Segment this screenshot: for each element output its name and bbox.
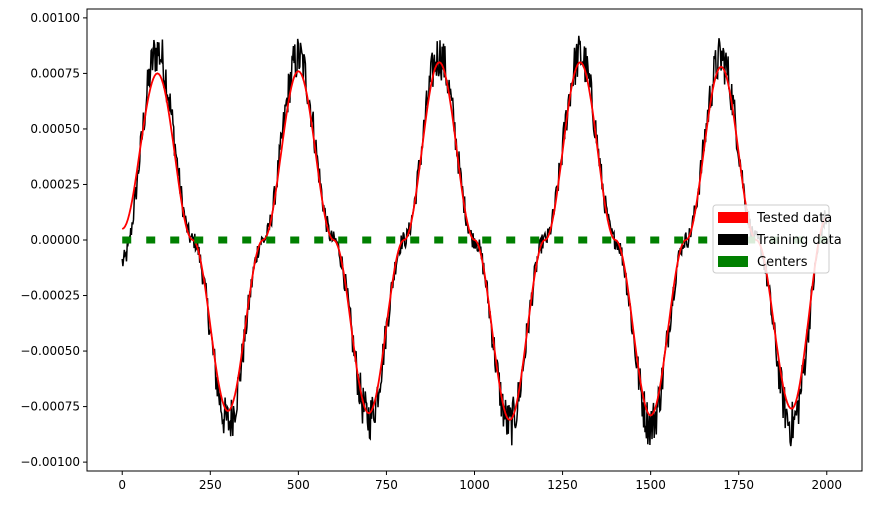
legend-swatch	[718, 256, 748, 267]
x-tick-label: 0	[118, 478, 126, 492]
legend-label: Training data	[756, 233, 842, 248]
y-tick-label: −0.00075	[20, 400, 80, 414]
x-tick-label: 750	[375, 478, 398, 492]
y-tick-label: 0.00025	[30, 177, 80, 191]
y-tick-label: 0.00000	[30, 233, 80, 247]
x-tick-label: 500	[287, 478, 310, 492]
legend: Tested data Training data Centers	[712, 204, 842, 274]
x-tick-label: 2000	[811, 478, 842, 492]
x-tick-label: 250	[199, 478, 222, 492]
y-tick-label: 0.00075	[30, 66, 80, 80]
x-tick-label: 1750	[723, 478, 754, 492]
y-tick-label: 0.00050	[30, 122, 80, 136]
plot-area	[121, 35, 828, 447]
y-tick-label: −0.00100	[20, 455, 80, 469]
legend-swatch	[718, 212, 748, 223]
y-tick-label: −0.00025	[20, 289, 80, 303]
series-tested-data	[121, 61, 828, 421]
legend-label: Centers	[757, 255, 808, 270]
axes: 0 250 500 750 1000 1250 1500 1750 2000 0.00100 0.0…	[20, 8, 863, 492]
y-tick-label: −0.00050	[20, 344, 80, 358]
series-training-data	[121, 35, 828, 447]
legend-label: Tested data	[756, 211, 832, 226]
legend-swatch	[718, 234, 748, 245]
x-tick-label: 1000	[459, 478, 490, 492]
y-tick-label: 0.00100	[30, 11, 80, 25]
x-tick-label: 1250	[547, 478, 578, 492]
x-tick-label: 1500	[635, 478, 666, 492]
